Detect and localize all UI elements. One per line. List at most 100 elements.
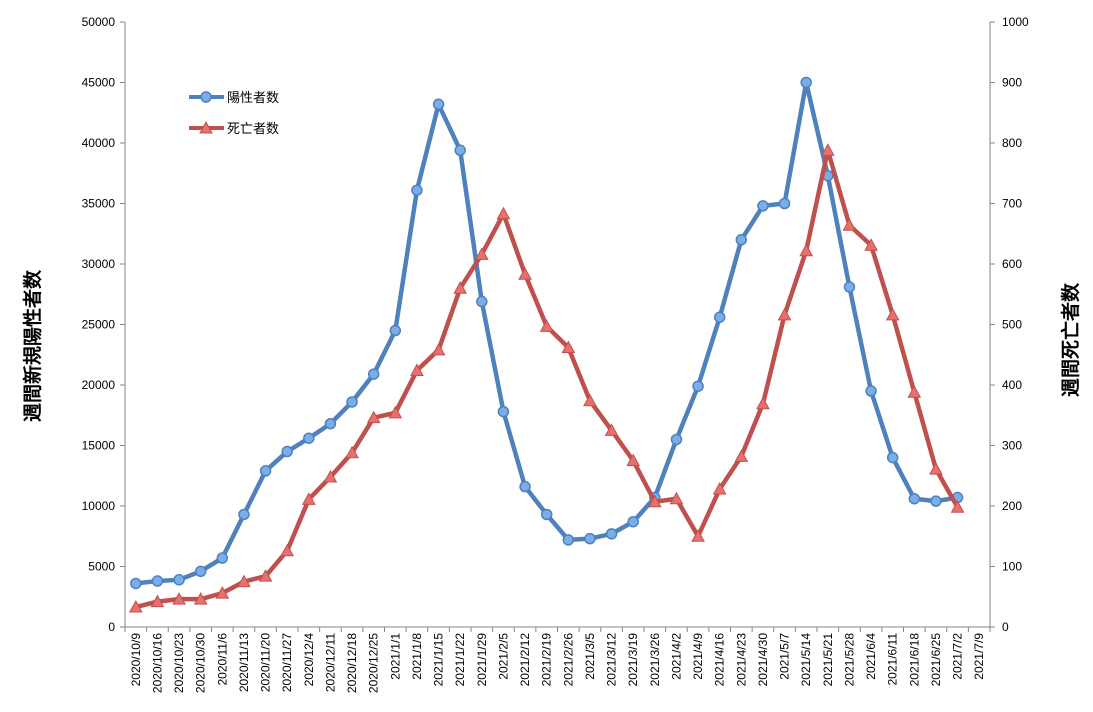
chart-axes bbox=[124, 22, 991, 628]
data-point bbox=[237, 574, 251, 588]
data-point bbox=[626, 453, 641, 467]
x-tick-label: 2021/5/14 bbox=[799, 633, 813, 687]
x-tick-label: 2020/12/18 bbox=[345, 633, 359, 693]
data-point bbox=[540, 508, 553, 521]
x-tick-label: 2021/6/25 bbox=[929, 633, 943, 687]
data-point bbox=[929, 462, 943, 475]
data-point bbox=[519, 480, 531, 493]
data-point bbox=[431, 342, 446, 356]
x-tick-label: 2021/5/28 bbox=[842, 633, 856, 687]
data-point bbox=[842, 218, 857, 231]
series-line bbox=[133, 80, 960, 586]
data-point bbox=[777, 307, 792, 321]
x-tick-label: 2021/1/8 bbox=[410, 633, 424, 680]
data-point bbox=[388, 405, 403, 419]
data-point bbox=[865, 385, 877, 397]
x-tick-label: 2020/12/25 bbox=[367, 633, 381, 693]
x-tick-label: 2021/4/30 bbox=[756, 633, 770, 687]
x-tick-label: 2021/6/11 bbox=[886, 633, 900, 686]
left-tick-label: 25000 bbox=[82, 318, 116, 332]
data-point bbox=[930, 495, 942, 507]
data-point bbox=[757, 200, 769, 212]
left-tick-label: 20000 bbox=[82, 378, 116, 392]
left-tick-label: 40000 bbox=[82, 136, 116, 150]
x-tick-label: 2021/4/16 bbox=[713, 633, 727, 687]
left-tick-label: 45000 bbox=[82, 76, 116, 90]
x-tick-label: 2021/3/26 bbox=[648, 633, 662, 687]
data-point bbox=[735, 234, 748, 246]
data-point bbox=[605, 528, 618, 540]
x-tick-label: 2021/1/29 bbox=[475, 633, 489, 687]
data-point bbox=[691, 529, 705, 542]
data-point bbox=[193, 592, 208, 605]
x-tick-label: 2021/1/22 bbox=[453, 633, 467, 687]
data-point bbox=[366, 410, 381, 424]
right-tick-label: 300 bbox=[1002, 439, 1022, 453]
series-deaths bbox=[128, 143, 965, 613]
x-tick-label: 2020/12/11 bbox=[323, 633, 337, 692]
data-point bbox=[259, 465, 272, 477]
data-point bbox=[539, 319, 554, 332]
x-tick-label: 2020/12/4 bbox=[302, 633, 316, 687]
data-point bbox=[346, 396, 358, 408]
x-tick-label: 2020/11/13 bbox=[237, 633, 251, 692]
data-point bbox=[238, 508, 250, 521]
x-tick-label: 2021/1/1 bbox=[388, 633, 402, 680]
right-tick-label: 900 bbox=[1002, 76, 1022, 90]
left-axis-title: 週間新規陽性者数 bbox=[21, 269, 44, 422]
right-tick-label: 700 bbox=[1002, 197, 1022, 211]
x-tick-label: 2021/4/2 bbox=[669, 633, 683, 680]
left-tick-label: 30000 bbox=[82, 257, 116, 271]
data-point bbox=[562, 534, 575, 546]
data-point bbox=[908, 492, 921, 505]
data-point bbox=[323, 469, 338, 483]
data-point bbox=[215, 586, 230, 599]
x-tick-label: 2021/2/12 bbox=[518, 633, 532, 687]
legend-deaths-marker bbox=[199, 120, 213, 134]
data-point bbox=[864, 238, 878, 251]
x-tick-label: 2021/2/26 bbox=[561, 633, 575, 687]
data-point bbox=[712, 482, 727, 495]
x-tick-label: 2020/11/6 bbox=[215, 633, 229, 686]
left-axis-ticks: 0 5000 10000 15000 20000 25000 30000 35000 40000… bbox=[82, 15, 125, 634]
data-point bbox=[130, 577, 142, 590]
legend-positive-marker bbox=[200, 91, 212, 103]
x-tick-label: 2021/7/9 bbox=[972, 633, 986, 680]
data-point bbox=[843, 281, 856, 293]
data-point bbox=[950, 500, 965, 513]
data-point bbox=[669, 491, 684, 505]
left-tick-label: 5000 bbox=[88, 560, 115, 574]
right-tick-label: 1000 bbox=[1002, 15, 1029, 29]
legend-item-positive: 陽性者数 bbox=[189, 91, 279, 106]
data-point bbox=[280, 543, 295, 557]
data-point bbox=[756, 396, 770, 410]
data-point bbox=[194, 565, 207, 578]
data-point bbox=[324, 417, 337, 430]
x-tick-label: 2021/4/9 bbox=[691, 633, 705, 680]
data-point bbox=[670, 433, 683, 446]
x-axis-ticks: 2020/10/9 2020/10/16 2020/10/23 2020/10/30 2… bbox=[124, 627, 991, 693]
data-point bbox=[497, 405, 510, 418]
data-point bbox=[561, 340, 576, 353]
data-point bbox=[150, 594, 165, 608]
data-point bbox=[454, 144, 466, 157]
legend-positive-label: 陽性者数 bbox=[227, 91, 279, 106]
right-tick-label: 0 bbox=[1002, 620, 1009, 634]
data-point bbox=[303, 432, 315, 444]
data-point bbox=[453, 281, 468, 294]
x-tick-label: 2020/10/30 bbox=[194, 633, 208, 693]
data-point bbox=[734, 449, 749, 462]
data-point bbox=[778, 197, 791, 210]
x-tick-label: 2020/10/23 bbox=[172, 633, 186, 693]
x-tick-label: 2021/5/7 bbox=[778, 633, 792, 680]
data-point bbox=[474, 247, 489, 260]
data-point bbox=[389, 324, 402, 337]
x-tick-label: 2020/10/16 bbox=[150, 633, 164, 693]
right-tick-label: 600 bbox=[1002, 257, 1022, 271]
data-point bbox=[410, 363, 424, 376]
x-tick-label: 2020/10/9 bbox=[129, 633, 143, 687]
data-point bbox=[216, 552, 229, 564]
x-tick-label: 2021/4/23 bbox=[734, 633, 748, 687]
data-point bbox=[432, 98, 445, 111]
x-tick-label: 2021/5/21 bbox=[821, 633, 835, 687]
